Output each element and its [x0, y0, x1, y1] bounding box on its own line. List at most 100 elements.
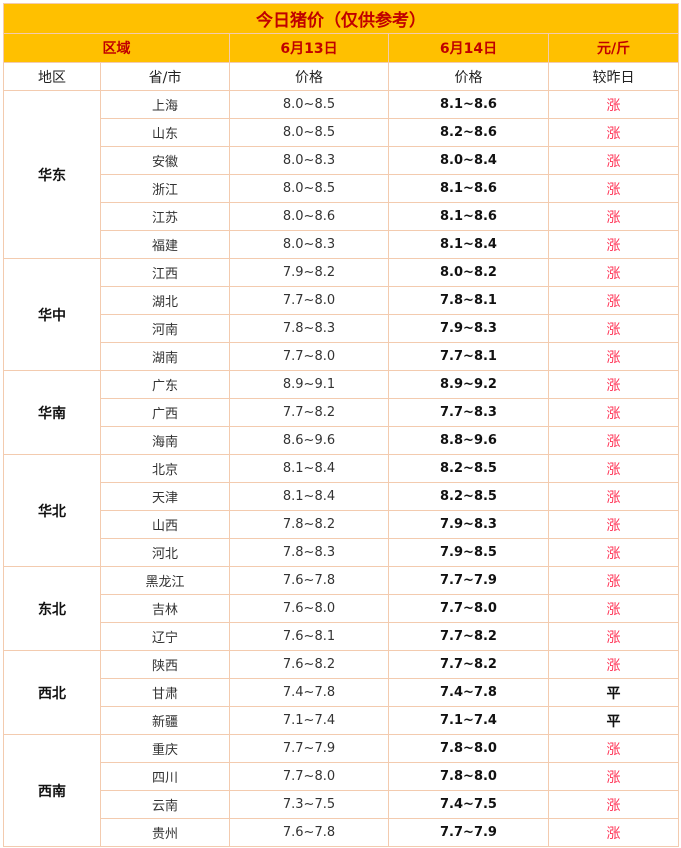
change-cell: 涨	[547, 90, 680, 119]
price-jun14-cell: 7.4~7.5	[388, 790, 549, 819]
price-jun13-cell: 7.6~7.8	[229, 566, 389, 595]
price-jun13-cell: 8.9~9.1	[229, 370, 389, 399]
province-cell: 河南	[100, 314, 230, 343]
change-cell: 涨	[547, 538, 680, 567]
province-cell: 四川	[100, 762, 230, 791]
price-jun14-cell: 8.9~9.2	[388, 370, 549, 399]
table-row: 新疆 7.1~7.4 7.1~7.4 平	[4, 706, 680, 735]
table-row: 山西 7.8~8.2 7.9~8.3 涨	[4, 510, 680, 539]
table-row: 吉林 7.6~8.0 7.7~8.0 涨	[4, 594, 680, 623]
price-jun14-cell: 8.1~8.6	[388, 202, 549, 231]
region-cell: 华东	[3, 90, 101, 259]
table-row: 广西 7.7~8.2 7.7~8.3 涨	[4, 398, 680, 427]
change-cell: 涨	[547, 398, 680, 427]
pig-price-table: 今日猪价（仅供参考） 区域 6月13日 6月14日 元/斤 地区 省/市 价格 …	[2, 3, 680, 847]
change-cell: 涨	[547, 230, 680, 259]
table-row: 福建 8.0~8.3 8.1~8.4 涨	[4, 230, 680, 259]
change-cell: 涨	[547, 818, 680, 847]
price-jun14-cell: 7.7~8.1	[388, 342, 549, 371]
price-jun14-cell: 7.9~8.5	[388, 538, 549, 567]
price-jun14-cell: 8.2~8.5	[388, 482, 549, 511]
change-cell: 涨	[547, 566, 680, 595]
price-jun13-cell: 7.6~8.2	[229, 650, 389, 679]
price-jun14-cell: 7.1~7.4	[388, 706, 549, 735]
change-cell: 涨	[547, 370, 680, 399]
price-jun14-cell: 7.8~8.0	[388, 762, 549, 791]
change-cell: 平	[547, 678, 680, 707]
province-cell: 海南	[100, 426, 230, 455]
header-unit: 元/斤	[547, 33, 680, 63]
price-jun14-cell: 7.7~8.0	[388, 594, 549, 623]
subheader-region: 地区	[3, 62, 101, 91]
table-row: 华南 广东 8.9~9.1 8.9~9.2 涨	[3, 370, 680, 455]
header-row: 区域 6月13日 6月14日 元/斤	[3, 33, 680, 63]
subheader-price-1: 价格	[229, 62, 389, 91]
table-row: 江苏 8.0~8.6 8.1~8.6 涨	[4, 202, 680, 231]
change-cell: 涨	[547, 622, 680, 651]
province-cell: 甘肃	[100, 678, 230, 707]
price-jun13-cell: 8.0~8.5	[229, 90, 389, 119]
price-jun13-cell: 7.9~8.2	[229, 258, 389, 287]
header-date-1: 6月13日	[229, 33, 389, 63]
table-row: 海南 8.6~9.6 8.8~9.6 涨	[4, 426, 680, 455]
price-jun13-cell: 8.0~8.6	[229, 202, 389, 231]
price-jun14-cell: 8.0~8.2	[388, 258, 549, 287]
region-cell: 东北	[3, 566, 101, 651]
price-jun13-cell: 8.1~8.4	[229, 482, 389, 511]
region-cell: 华北	[3, 454, 101, 567]
price-jun13-cell: 8.0~8.3	[229, 146, 389, 175]
table-row: 天津 8.1~8.4 8.2~8.5 涨	[4, 482, 680, 511]
change-cell: 涨	[547, 734, 680, 763]
change-cell: 涨	[547, 286, 680, 315]
change-cell: 涨	[547, 202, 680, 231]
price-jun13-cell: 7.8~8.3	[229, 538, 389, 567]
province-cell: 山西	[100, 510, 230, 539]
header-date-2: 6月14日	[388, 33, 549, 63]
change-cell: 涨	[547, 314, 680, 343]
province-cell: 贵州	[100, 818, 230, 847]
price-jun14-cell: 7.7~8.2	[388, 622, 549, 651]
price-jun13-cell: 7.6~8.1	[229, 622, 389, 651]
province-cell: 天津	[100, 482, 230, 511]
province-cell: 云南	[100, 790, 230, 819]
price-jun13-cell: 7.1~7.4	[229, 706, 389, 735]
table-row: 山东 8.0~8.5 8.2~8.6 涨	[4, 118, 680, 147]
price-jun14-cell: 8.1~8.6	[388, 90, 549, 119]
table-row: 东北 黑龙江 7.6~7.8 7.7~7.9 涨	[3, 566, 680, 651]
price-jun14-cell: 7.9~8.3	[388, 510, 549, 539]
table-row: 浙江 8.0~8.5 8.1~8.6 涨	[4, 174, 680, 203]
table-row: 西北 陕西 7.6~8.2 7.7~8.2 涨	[3, 650, 680, 735]
province-cell: 湖北	[100, 286, 230, 315]
price-jun13-cell: 7.6~7.8	[229, 818, 389, 847]
province-cell: 河北	[100, 538, 230, 567]
price-jun13-cell: 7.6~8.0	[229, 594, 389, 623]
table-row: 河北 7.8~8.3 7.9~8.5 涨	[4, 538, 680, 567]
price-jun13-cell: 7.7~8.0	[229, 286, 389, 315]
province-cell: 浙江	[100, 174, 230, 203]
change-cell: 涨	[547, 454, 680, 483]
price-jun14-cell: 8.8~9.6	[388, 426, 549, 455]
price-jun14-cell: 7.8~8.1	[388, 286, 549, 315]
province-cell: 陕西	[100, 650, 230, 679]
province-cell: 广东	[100, 370, 230, 399]
price-jun13-cell: 7.4~7.8	[229, 678, 389, 707]
province-cell: 安徽	[100, 146, 230, 175]
price-jun14-cell: 8.1~8.6	[388, 174, 549, 203]
change-cell: 涨	[547, 482, 680, 511]
price-jun13-cell: 8.1~8.4	[229, 454, 389, 483]
subheader-row: 地区 省/市 价格 价格 较昨日	[3, 62, 680, 91]
price-jun13-cell: 8.6~9.6	[229, 426, 389, 455]
table-row: 华东 上海 8.0~8.5 8.1~8.6 涨	[3, 90, 680, 259]
price-jun13-cell: 7.7~8.2	[229, 398, 389, 427]
province-cell: 湖南	[100, 342, 230, 371]
province-cell: 新疆	[100, 706, 230, 735]
table-row: 云南 7.3~7.5 7.4~7.5 涨	[4, 790, 680, 819]
table-row: 安徽 8.0~8.3 8.0~8.4 涨	[4, 146, 680, 175]
province-cell: 北京	[100, 454, 230, 483]
province-cell: 上海	[100, 90, 230, 119]
province-cell: 江苏	[100, 202, 230, 231]
price-jun14-cell: 7.7~7.9	[388, 566, 549, 595]
price-jun13-cell: 7.3~7.5	[229, 790, 389, 819]
price-jun14-cell: 7.7~7.9	[388, 818, 549, 847]
table-row: 湖南 7.7~8.0 7.7~8.1 涨	[4, 342, 680, 371]
